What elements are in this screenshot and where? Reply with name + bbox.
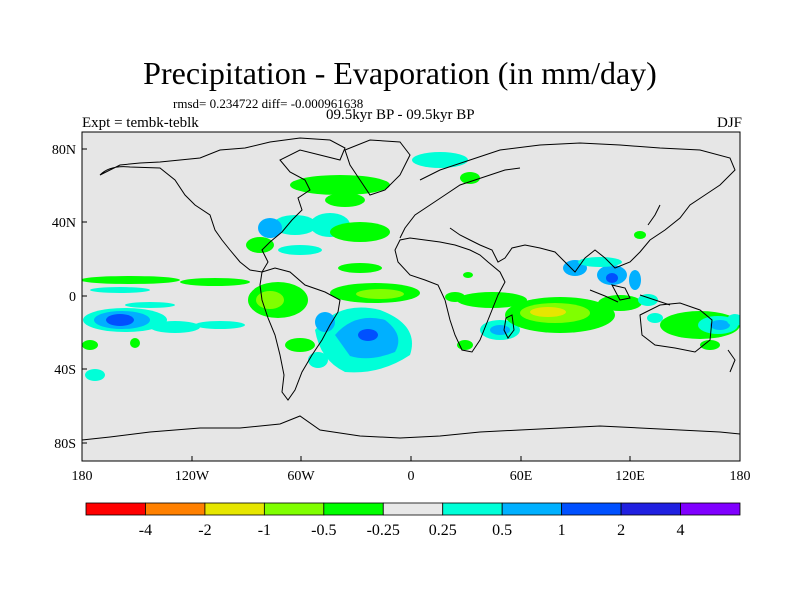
- green-patch: [460, 172, 480, 184]
- colorbar-box: [620, 502, 681, 516]
- coast-africa: [394, 237, 506, 353]
- green-band: [82, 276, 180, 284]
- coast-australia: [639, 302, 713, 353]
- colorbar-label: 2: [617, 522, 625, 539]
- colorbar-label: -0.5: [311, 522, 336, 539]
- green-patch: [463, 272, 473, 278]
- colorbar-box: [442, 502, 503, 516]
- colorbar-box: [680, 502, 741, 516]
- green-patch: [338, 263, 382, 273]
- blue-patch: [710, 320, 730, 330]
- green-patch: [700, 340, 720, 350]
- cyan-patch: [638, 294, 658, 306]
- colorbar-box: [263, 502, 325, 516]
- coast-antarctica: [82, 415, 740, 441]
- colorbar-label: -0.25: [367, 522, 400, 539]
- cyan-band: [125, 302, 175, 308]
- coast-borneo: [611, 284, 631, 301]
- lat-label-40n: 40N: [52, 216, 76, 231]
- experiment-label: Expt = tembk-teblk: [82, 115, 199, 131]
- plot-title: Precipitation - Evaporation (in mm/day): [143, 55, 657, 91]
- lon-label-120e: 120E: [615, 469, 645, 484]
- cyan-patch: [150, 321, 200, 333]
- green-patch: [82, 340, 98, 350]
- cyan-patch: [308, 352, 328, 368]
- lat-label-80n: 80N: [52, 143, 76, 158]
- lat-label-0: 0: [69, 290, 76, 305]
- colorbar-label: -2: [198, 522, 211, 539]
- colorbar-label: 4: [677, 522, 685, 539]
- blue-patch: [315, 312, 335, 332]
- lon-label-180e: 180: [730, 469, 751, 484]
- lon-label-60w: 60W: [287, 469, 315, 484]
- lon-label-60e: 60E: [510, 469, 533, 484]
- colorbar-label: 0.25: [429, 522, 457, 539]
- coast-madagascar: [503, 314, 515, 339]
- cyan-patch: [727, 314, 740, 326]
- cyan-band: [195, 321, 245, 329]
- map-panel: [81, 131, 741, 462]
- lat-label-40s: 40S: [54, 363, 76, 378]
- green-patch: [330, 222, 390, 242]
- coast-sumatra: [589, 289, 619, 303]
- colorbar-label: 1: [558, 522, 566, 539]
- colorbar-box: [382, 502, 444, 516]
- cyan-band: [90, 287, 150, 293]
- colorbar-label: 0.5: [492, 522, 512, 539]
- lightgreen-patch: [256, 291, 284, 309]
- colorbar-box: [145, 502, 206, 516]
- colorbar-box: [501, 502, 563, 516]
- green-patch: [130, 338, 140, 348]
- lon-label-0: 0: [408, 469, 415, 484]
- yellow-patch: [530, 307, 566, 317]
- blue-patch: [629, 270, 641, 290]
- deep-blue-patch: [106, 314, 134, 326]
- coast-japan: [647, 204, 661, 226]
- coast-eurasia: [419, 142, 736, 273]
- lon-label-180w: 180: [72, 469, 93, 484]
- lon-axis: 180 120W 60W 0 60E 120E 180: [72, 456, 751, 484]
- lon-label-120w: 120W: [175, 469, 210, 484]
- colorbar-box: [204, 502, 265, 516]
- green-patch: [457, 292, 527, 308]
- colorbar-box: [85, 502, 146, 516]
- green-band: [180, 278, 250, 286]
- cyan-patch: [412, 152, 468, 168]
- lat-label-80s: 80S: [54, 437, 76, 452]
- lat-axis: 80N 40N 0 40S 80S: [52, 143, 87, 452]
- colorbar: -4 -2 -1 -0.5 -0.25 0.25 0.5 1 2 4: [85, 502, 741, 539]
- cyan-patch: [647, 313, 663, 323]
- coast-europe: [399, 167, 521, 239]
- green-patch: [285, 338, 315, 352]
- colorbar-label: -4: [139, 522, 152, 539]
- cyan-patch: [278, 245, 322, 255]
- stats-line: rmsd= 0.234722 diff= -0.000961638: [173, 96, 364, 111]
- deep-blue-patch: [358, 329, 378, 341]
- anomaly-field: [82, 152, 740, 381]
- coastlines: [82, 137, 740, 441]
- green-patch: [290, 175, 390, 195]
- coast-south-america: [259, 267, 341, 401]
- colorbar-label: -1: [258, 522, 271, 539]
- season-label: DJF: [716, 115, 742, 131]
- blue-patch: [490, 325, 510, 335]
- deep-blue-patch: [606, 273, 618, 283]
- green-patch: [325, 193, 365, 207]
- coast-new-guinea: [639, 294, 671, 306]
- green-patch: [598, 295, 642, 311]
- blue-patch: [258, 218, 282, 238]
- coast-new-zealand: [727, 349, 736, 373]
- coast-north-america: [99, 137, 346, 273]
- colorbar-box: [323, 502, 384, 516]
- green-patch: [246, 237, 274, 253]
- colorbar-box: [561, 502, 622, 516]
- plot-subtitle: 09.5kyr BP - 09.5kyr BP: [326, 107, 475, 123]
- green-patch: [634, 231, 646, 239]
- coast-greenland: [344, 139, 411, 196]
- lightgreen-patch: [356, 289, 404, 299]
- cyan-patch: [85, 369, 105, 381]
